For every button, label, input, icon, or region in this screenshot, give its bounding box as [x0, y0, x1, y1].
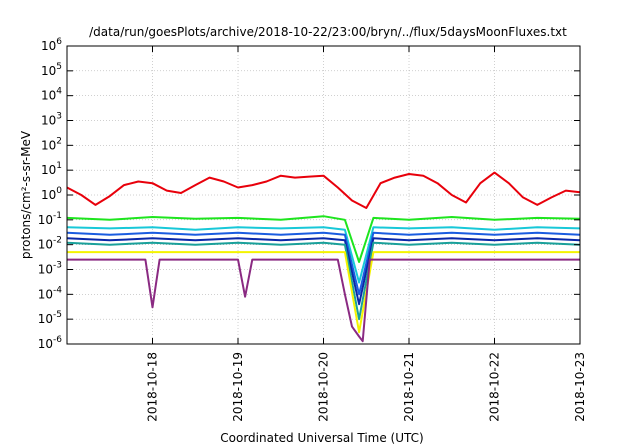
x-tick-label: 2018-10-23: [573, 352, 587, 422]
chart-title: /data/run/goesPlots/archive/2018-10-22/2…: [89, 25, 567, 39]
y-axis-label: protons/cm²-s-sr-MeV: [19, 130, 33, 259]
plot-frame: [66, 45, 581, 345]
x-axis-label: Coordinated Universal Time (UTC): [220, 431, 423, 445]
y-tick-label: 10-2: [38, 236, 62, 252]
series-line-blue2: [66, 237, 581, 306]
grid: [67, 46, 580, 344]
y-tick-label: 10-5: [38, 310, 62, 326]
series-line-yellow: [67, 251, 580, 334]
series-line-teal: [66, 241, 581, 321]
y-tick-label: 10-4: [38, 285, 63, 301]
y-tick-label: 105: [41, 62, 62, 78]
x-tick-label: 2018-10-21: [402, 352, 416, 422]
series-line-red: [66, 171, 581, 209]
series-group: [66, 171, 581, 343]
series-line-purple: [67, 258, 580, 343]
x-tick-label: 2018-10-22: [488, 352, 502, 422]
y-tick-label: 100: [41, 186, 62, 202]
series-line-cyan: [66, 226, 581, 284]
x-tick-label: 2018-10-18: [146, 352, 160, 422]
y-tick-label: 10-3: [38, 261, 62, 277]
y-axis: 10-6 10-5 10-4 10-3 10-2 10-1 100 101 102 103 104 1…: [38, 37, 580, 351]
y-tick-label: 102: [41, 136, 62, 152]
y-tick-label: 104: [41, 87, 62, 103]
series-line-green: [66, 215, 581, 263]
y-tick-label: 101: [41, 161, 62, 177]
x-axis: 2018-10-18 2018-10-19 2018-10-20 2018-10-21…: [146, 46, 587, 422]
y-tick-label: 106: [41, 37, 62, 53]
x-tick-label: 2018-10-19: [231, 352, 245, 422]
x-tick-label: 2018-10-20: [317, 352, 331, 422]
series-line-blue1: [66, 231, 581, 296]
y-tick-label: 10-6: [38, 335, 63, 351]
y-tick-label: 10-1: [38, 211, 62, 227]
y-tick-label: 103: [41, 112, 62, 128]
